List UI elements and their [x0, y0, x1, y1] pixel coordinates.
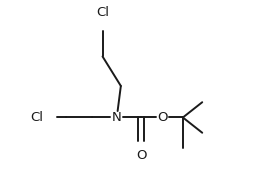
- Text: N: N: [112, 111, 122, 124]
- Text: Cl: Cl: [96, 6, 109, 19]
- Text: O: O: [157, 111, 168, 124]
- Text: Cl: Cl: [30, 111, 43, 124]
- Text: O: O: [136, 149, 146, 162]
